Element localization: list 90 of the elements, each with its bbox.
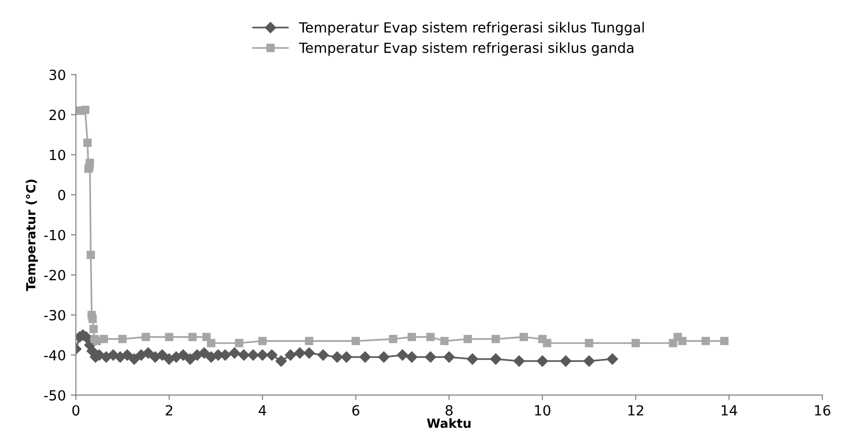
x-tick-label: 4 <box>258 405 266 416</box>
point <box>100 351 112 363</box>
x-tick-label: 0 <box>72 405 80 416</box>
point <box>443 351 455 363</box>
point <box>89 324 98 334</box>
y-axis-title: Temperatur (°C) <box>26 180 38 292</box>
point <box>86 250 95 260</box>
point <box>424 351 436 363</box>
y-tick-label: 0 <box>58 190 66 200</box>
point <box>304 336 314 346</box>
point <box>228 347 240 359</box>
x-tick-label: 16 <box>815 405 830 416</box>
point <box>83 138 92 147</box>
point <box>256 349 268 361</box>
point <box>192 349 203 361</box>
point <box>81 106 90 114</box>
point <box>396 349 408 361</box>
point <box>234 338 244 348</box>
point <box>165 332 174 342</box>
point <box>318 349 329 361</box>
point <box>426 332 435 342</box>
x-tick-label: 6 <box>352 405 360 416</box>
point <box>206 338 216 348</box>
legend-label: Temperatur Evap sistem refrigerasi siklus ganda <box>298 42 634 56</box>
x-tick-label: 14 <box>722 405 738 416</box>
point <box>284 349 296 361</box>
point <box>188 332 197 342</box>
point <box>150 351 161 363</box>
point <box>632 338 640 348</box>
point <box>378 351 390 363</box>
point <box>466 353 478 365</box>
point <box>332 351 343 363</box>
x-tick-label: 8 <box>446 405 453 416</box>
x-tick-label: 10 <box>535 405 550 416</box>
point <box>304 347 315 359</box>
y-tick-label: -20 <box>44 270 66 280</box>
point <box>118 334 127 344</box>
point <box>178 349 189 361</box>
point <box>388 334 398 344</box>
point <box>136 349 147 361</box>
point <box>128 353 140 365</box>
point <box>520 332 528 342</box>
point <box>492 334 500 344</box>
point <box>678 336 687 346</box>
point <box>583 355 595 367</box>
point <box>122 349 133 361</box>
point <box>238 349 250 361</box>
y-tick-label: -50 <box>44 390 66 401</box>
point <box>184 353 196 365</box>
x-tick-label: 2 <box>166 405 172 416</box>
point <box>606 353 618 365</box>
point <box>720 336 729 346</box>
y-tick-label: -40 <box>44 350 66 361</box>
point <box>248 349 259 361</box>
point <box>86 158 94 167</box>
point <box>406 351 418 363</box>
point <box>513 355 525 367</box>
y-tick-label: 30 <box>50 70 66 80</box>
y-tick-label: 10 <box>50 150 66 160</box>
point <box>702 336 710 346</box>
point <box>156 349 168 361</box>
point <box>440 336 449 346</box>
point <box>352 336 360 346</box>
point <box>170 351 182 363</box>
point <box>206 351 217 363</box>
point <box>276 355 287 367</box>
point <box>464 334 472 344</box>
legend-label: Temperatur Evap sistem refrigerasi siklus Tunggal <box>298 22 644 36</box>
point <box>114 351 126 363</box>
point <box>360 351 371 363</box>
point <box>408 332 416 342</box>
point <box>536 355 548 367</box>
point <box>542 338 552 348</box>
point <box>88 314 97 324</box>
point <box>198 347 210 359</box>
point <box>266 349 278 361</box>
point <box>490 353 502 365</box>
point <box>584 338 594 348</box>
y-tick-label: -30 <box>44 310 66 320</box>
point <box>142 347 154 359</box>
y-tick-label: -10 <box>44 230 66 240</box>
point <box>100 334 108 344</box>
point <box>258 336 267 346</box>
point <box>560 355 572 367</box>
x-tick-label: 12 <box>628 405 644 416</box>
x-axis-title: Waktu <box>426 418 471 428</box>
point <box>340 351 352 363</box>
point <box>142 332 150 342</box>
point <box>294 347 306 359</box>
y-tick-label: 20 <box>49 110 66 120</box>
